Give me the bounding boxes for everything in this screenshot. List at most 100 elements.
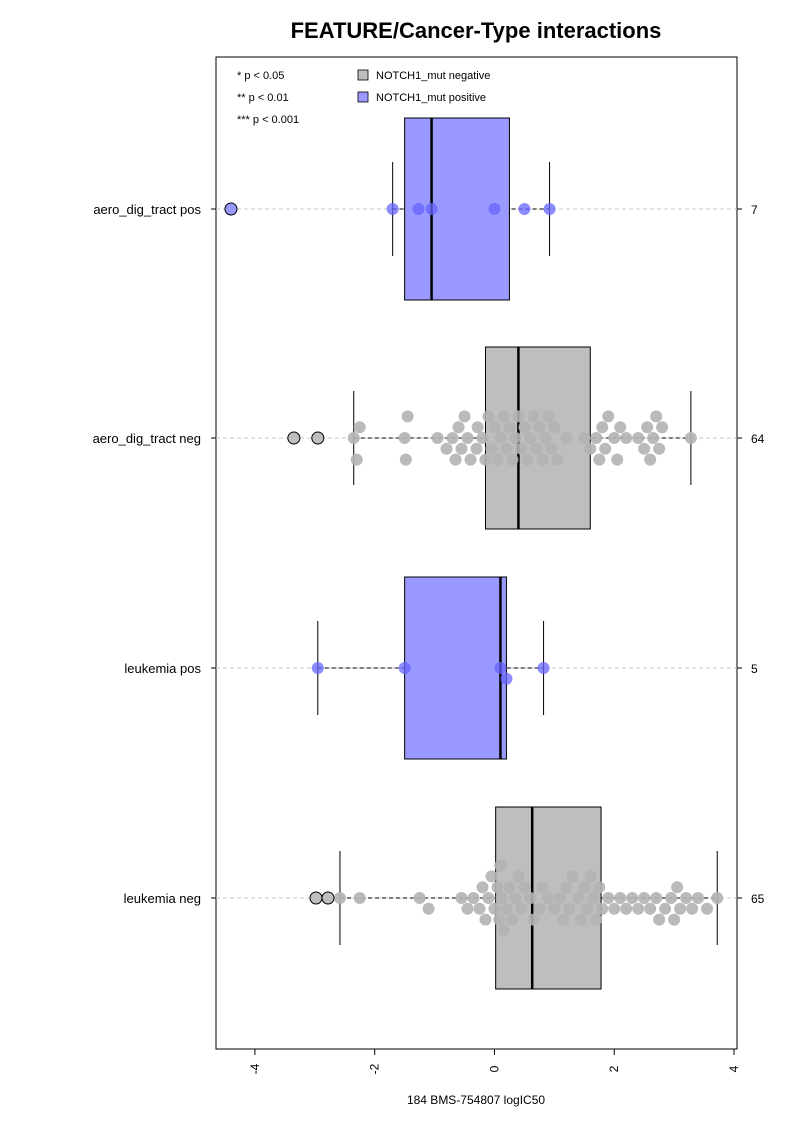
- data-point: [479, 913, 492, 926]
- significance-note-3: *** p < 0.001: [237, 114, 299, 126]
- data-point: [518, 203, 531, 215]
- plot-frame: [215, 56, 738, 1050]
- data-point: [560, 432, 573, 444]
- data-point: [494, 859, 507, 872]
- data-point: [488, 421, 501, 434]
- data-point: [539, 432, 552, 444]
- data-point: [476, 881, 489, 894]
- data-point: [578, 432, 591, 444]
- data-point: [536, 453, 549, 466]
- data-point: [680, 892, 693, 904]
- sample-count: 64: [751, 432, 765, 446]
- sample-count: 5: [751, 662, 758, 676]
- data-point: [551, 453, 564, 466]
- data-point: [684, 432, 697, 444]
- data-point: [548, 421, 561, 434]
- data-point: [596, 421, 609, 434]
- data-point: [506, 453, 519, 466]
- data-point: [543, 203, 556, 215]
- data-point: [521, 453, 534, 466]
- data-point: [554, 892, 567, 904]
- data-point: [425, 203, 438, 215]
- data-point: [412, 203, 425, 215]
- x-tick-label: -2: [368, 1063, 382, 1074]
- data-point: [413, 892, 426, 904]
- x-axis: -4 -2 0 2 4: [248, 1049, 741, 1074]
- data-point: [485, 442, 498, 455]
- sample-count: 65: [751, 892, 765, 906]
- data-point: [563, 902, 576, 915]
- data-point: [599, 442, 612, 455]
- data-point: [686, 902, 699, 915]
- data-point: [494, 662, 507, 674]
- data-point: [614, 892, 627, 904]
- data-point: [533, 902, 546, 915]
- data-point: [590, 913, 603, 926]
- data-point: [638, 892, 651, 904]
- outlier-point: [224, 202, 238, 216]
- data-point: [518, 421, 531, 434]
- data-point: [647, 432, 660, 444]
- data-point: [479, 453, 492, 466]
- data-point: [455, 442, 468, 455]
- group-label: aero_dig_tract pos: [93, 202, 201, 217]
- data-point: [557, 913, 570, 926]
- data-points: [224, 202, 724, 937]
- data-point: [401, 410, 414, 423]
- data-point: [584, 870, 597, 883]
- data-point: [485, 870, 498, 883]
- data-point: [467, 892, 480, 904]
- data-point: [512, 410, 525, 423]
- data-point: [482, 410, 495, 423]
- data-point: [452, 421, 465, 434]
- data-point: [575, 913, 588, 926]
- grid-lines: [216, 208, 737, 899]
- row-labels: aero_dig_tract pos 7 aero_dig_tract neg 64 l…: [93, 202, 765, 906]
- data-point: [560, 881, 573, 894]
- data-point: [656, 421, 669, 434]
- data-point: [572, 892, 585, 904]
- data-point: [650, 410, 663, 423]
- data-point: [440, 442, 453, 455]
- x-tick-label: -4: [248, 1063, 262, 1074]
- data-point: [593, 453, 606, 466]
- data-point: [495, 892, 508, 904]
- data-point: [399, 453, 412, 466]
- data-point: [455, 892, 468, 904]
- data-point: [482, 892, 495, 904]
- data-point: [494, 432, 507, 444]
- data-point: [350, 453, 363, 466]
- data-point: [471, 421, 484, 434]
- data-point: [347, 432, 360, 444]
- data-point: [542, 892, 555, 904]
- data-point: [333, 892, 346, 904]
- data-point: [659, 902, 672, 915]
- data-point: [431, 432, 444, 444]
- data-point: [644, 453, 657, 466]
- x-tick-label: 4: [727, 1065, 741, 1072]
- legend-label-negative: NOTCH1_mut negative: [376, 70, 490, 82]
- data-point: [422, 902, 435, 915]
- data-point: [470, 442, 483, 455]
- data-point: [578, 881, 591, 894]
- data-point: [602, 410, 615, 423]
- data-point: [530, 442, 543, 455]
- outlier-point: [321, 891, 335, 905]
- data-point: [524, 432, 537, 444]
- data-point: [473, 902, 486, 915]
- chart-title: FEATURE/Cancer-Type interactions: [291, 18, 662, 43]
- data-point: [398, 662, 411, 674]
- data-point: [537, 662, 550, 674]
- outlier-point: [309, 891, 323, 905]
- x-axis-label: 184 BMS-754807 logIC50: [407, 1093, 545, 1107]
- data-point: [449, 453, 462, 466]
- data-point: [503, 421, 516, 434]
- data-point: [446, 432, 459, 444]
- data-point: [701, 902, 714, 915]
- data-point: [527, 410, 540, 423]
- data-point: [692, 892, 705, 904]
- data-point: [497, 924, 510, 937]
- data-point: [638, 442, 651, 455]
- outlier-point: [311, 431, 325, 445]
